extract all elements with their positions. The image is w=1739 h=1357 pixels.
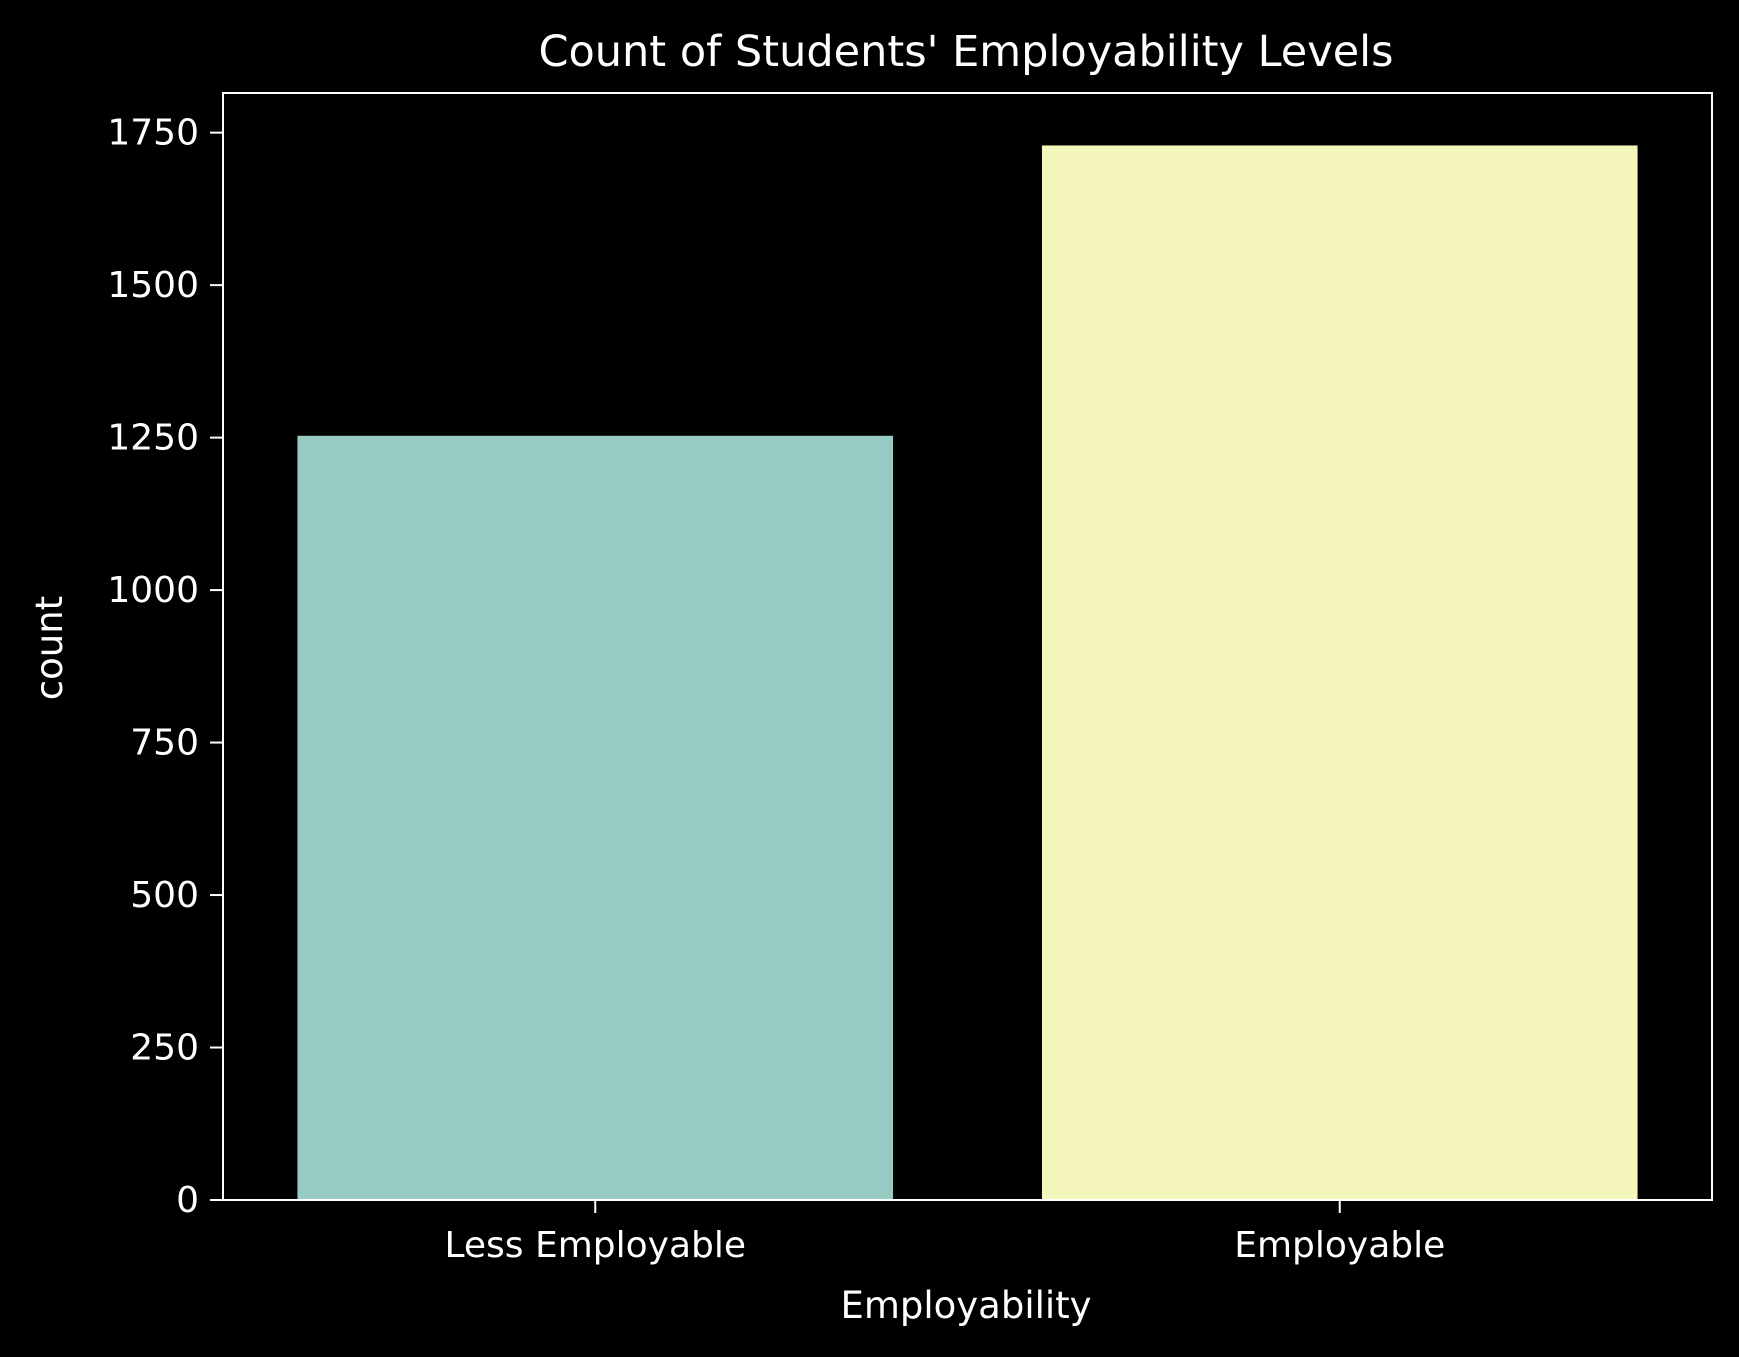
y-tick-label-0: 0 — [176, 1180, 199, 1221]
y-tick-label-5: 1250 — [107, 418, 199, 459]
y-axis-label: count — [28, 596, 71, 700]
y-tick-label-6: 1500 — [107, 265, 199, 306]
y-tick-label-2: 500 — [130, 875, 199, 916]
x-tick-label-1: Employable — [1234, 1225, 1445, 1266]
x-tick-label-0: Less Employable — [444, 1225, 746, 1266]
y-tick-label-4: 1000 — [107, 570, 199, 611]
bar-0 — [297, 435, 894, 1200]
y-tick-label-7: 1750 — [107, 113, 199, 154]
y-tick-label-1: 250 — [130, 1028, 199, 1069]
y-tick-label-3: 750 — [130, 723, 199, 764]
x-axis-label: Employability — [840, 1284, 1091, 1327]
y-axis-ticks: 0 250 500 750 1000 1250 1500 1750 — [107, 113, 223, 1221]
bar-1 — [1041, 145, 1638, 1201]
chart-title: Count of Students' Employability Levels — [538, 27, 1393, 77]
x-axis-ticks: Less Employable Employable — [444, 1200, 1445, 1266]
plot-frame — [222, 92, 1713, 1201]
bars-layer — [297, 145, 1638, 1201]
